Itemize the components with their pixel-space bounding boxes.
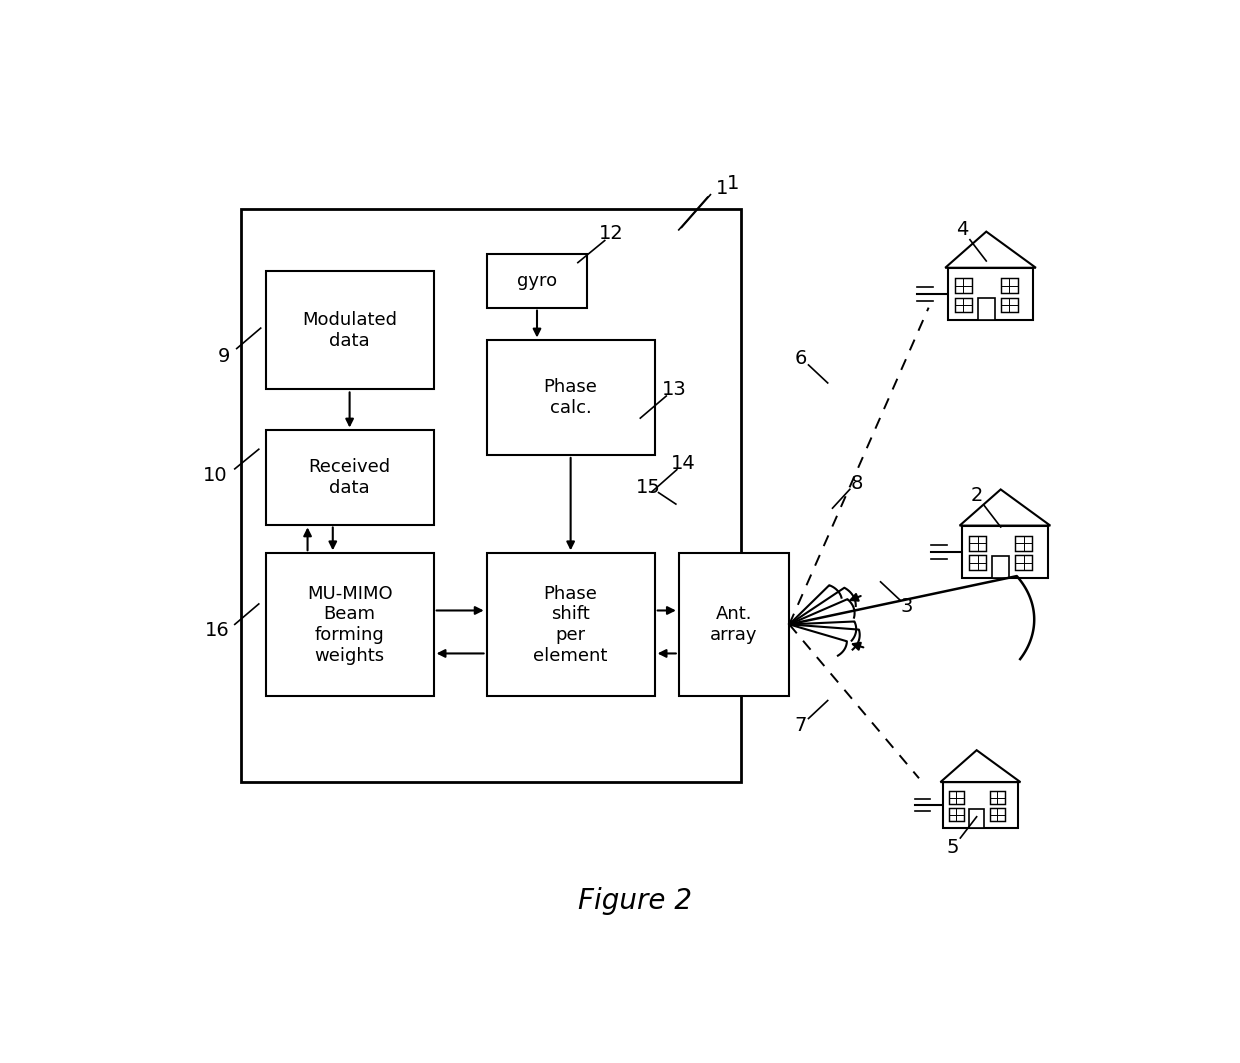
- Bar: [242, 209, 742, 782]
- Bar: [949, 808, 963, 822]
- Text: 7: 7: [795, 715, 807, 735]
- Text: 14: 14: [671, 454, 696, 473]
- Text: 15: 15: [636, 478, 661, 497]
- Bar: [968, 536, 986, 551]
- Text: 5: 5: [946, 839, 959, 858]
- Text: 6: 6: [795, 349, 807, 368]
- Bar: [1001, 298, 1018, 313]
- Text: 12: 12: [599, 224, 624, 243]
- Text: Phase
calc.: Phase calc.: [543, 378, 598, 417]
- Bar: [265, 271, 434, 389]
- Text: 9: 9: [218, 348, 231, 367]
- Bar: [1001, 279, 1018, 292]
- Text: 13: 13: [662, 379, 686, 399]
- Bar: [486, 254, 588, 307]
- Bar: [1016, 555, 1033, 570]
- Bar: [962, 525, 1048, 578]
- Text: 2: 2: [971, 487, 983, 505]
- Bar: [977, 298, 994, 320]
- Text: Received
data: Received data: [309, 458, 391, 496]
- Text: Modulated
data: Modulated data: [303, 310, 397, 350]
- Text: 1: 1: [727, 174, 739, 193]
- Bar: [990, 808, 1004, 822]
- Bar: [955, 298, 972, 313]
- Bar: [942, 782, 1018, 828]
- Bar: [955, 279, 972, 292]
- Bar: [947, 268, 1033, 320]
- Bar: [265, 553, 434, 696]
- Text: MU-MIMO
Beam
forming
weights: MU-MIMO Beam forming weights: [306, 585, 392, 665]
- Text: gyro: gyro: [517, 272, 557, 290]
- Bar: [968, 555, 986, 570]
- Text: 16: 16: [205, 622, 229, 640]
- Text: 10: 10: [203, 466, 228, 485]
- Text: Phase
shift
per
element: Phase shift per element: [533, 585, 608, 665]
- Bar: [265, 431, 434, 524]
- Text: 8: 8: [851, 474, 863, 493]
- Text: 3: 3: [900, 597, 913, 615]
- Bar: [970, 809, 985, 828]
- Bar: [486, 340, 655, 455]
- Text: Ant.
array: Ant. array: [711, 606, 758, 644]
- Bar: [990, 791, 1004, 805]
- Bar: [949, 791, 963, 805]
- Bar: [486, 553, 655, 696]
- Text: 1: 1: [715, 180, 728, 199]
- Bar: [992, 556, 1009, 578]
- Text: 4: 4: [956, 220, 968, 239]
- Bar: [1016, 536, 1033, 551]
- Bar: [678, 553, 789, 696]
- Text: Figure 2: Figure 2: [579, 887, 692, 915]
